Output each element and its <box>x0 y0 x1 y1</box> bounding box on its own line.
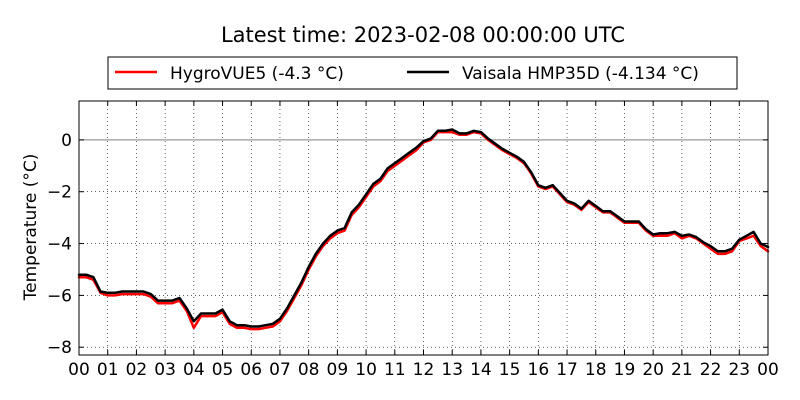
x-tick-label: 11 <box>384 360 406 380</box>
x-tick-label: 20 <box>642 360 664 380</box>
x-tick-label: 05 <box>212 360 234 380</box>
x-tick-label: 16 <box>528 360 550 380</box>
x-tick-label: 00 <box>757 360 779 380</box>
y-tick-label: −8 <box>47 338 72 358</box>
x-tick-label: 10 <box>355 360 377 380</box>
x-tick-label: 01 <box>97 360 119 380</box>
x-tick-label: 14 <box>470 360 492 380</box>
plot-frame <box>78 100 769 356</box>
y-tick-label: −4 <box>47 235 72 255</box>
y-tick-label: −2 <box>47 183 72 203</box>
x-tick-label: 00 <box>68 360 90 380</box>
y-axis: −8 −6 −4 −2 0 <box>47 131 768 358</box>
x-tick-label: 13 <box>441 360 463 380</box>
x-tick-label: 09 <box>327 360 349 380</box>
x-tick-label: 15 <box>499 360 521 380</box>
x-tick-label: 19 <box>614 360 636 380</box>
legend: HygroVUE5 (-4.3 °C) Vaisala HMP35D (-4.1… <box>107 56 738 90</box>
y-axis-label: Temperature (°C) <box>21 154 41 302</box>
x-tick-label: 17 <box>556 360 578 380</box>
series-layer <box>77 128 770 331</box>
series-line-vaisala <box>77 128 770 328</box>
x-axis: 00 01 02 03 04 05 06 07 08 09 10 11 12 13 14 15 16 17 18 19… <box>68 101 779 380</box>
x-tick-label: 02 <box>126 360 148 380</box>
x-tick-label: 23 <box>728 360 750 380</box>
x-tick-label: 07 <box>269 360 291 380</box>
legend-label-vaisala: Vaisala HMP35D (-4.134 °C) <box>462 64 699 84</box>
y-tick-label: −6 <box>47 286 72 306</box>
x-tick-label: 22 <box>700 360 722 380</box>
x-tick-label: 04 <box>183 360 205 380</box>
x-tick-label: 12 <box>413 360 435 380</box>
chart-title: Latest time: 2023-02-08 00:00:00 UTC <box>221 23 625 47</box>
x-tick-label: 21 <box>671 360 693 380</box>
x-tick-label: 06 <box>240 360 262 380</box>
grid <box>78 101 769 355</box>
y-tick-label: 0 <box>61 131 72 151</box>
x-tick-label: 08 <box>298 360 320 380</box>
x-tick-label: 18 <box>585 360 607 380</box>
x-tick-label: 03 <box>154 360 176 380</box>
legend-label-hygrovue5: HygroVUE5 (-4.3 °C) <box>170 64 344 84</box>
